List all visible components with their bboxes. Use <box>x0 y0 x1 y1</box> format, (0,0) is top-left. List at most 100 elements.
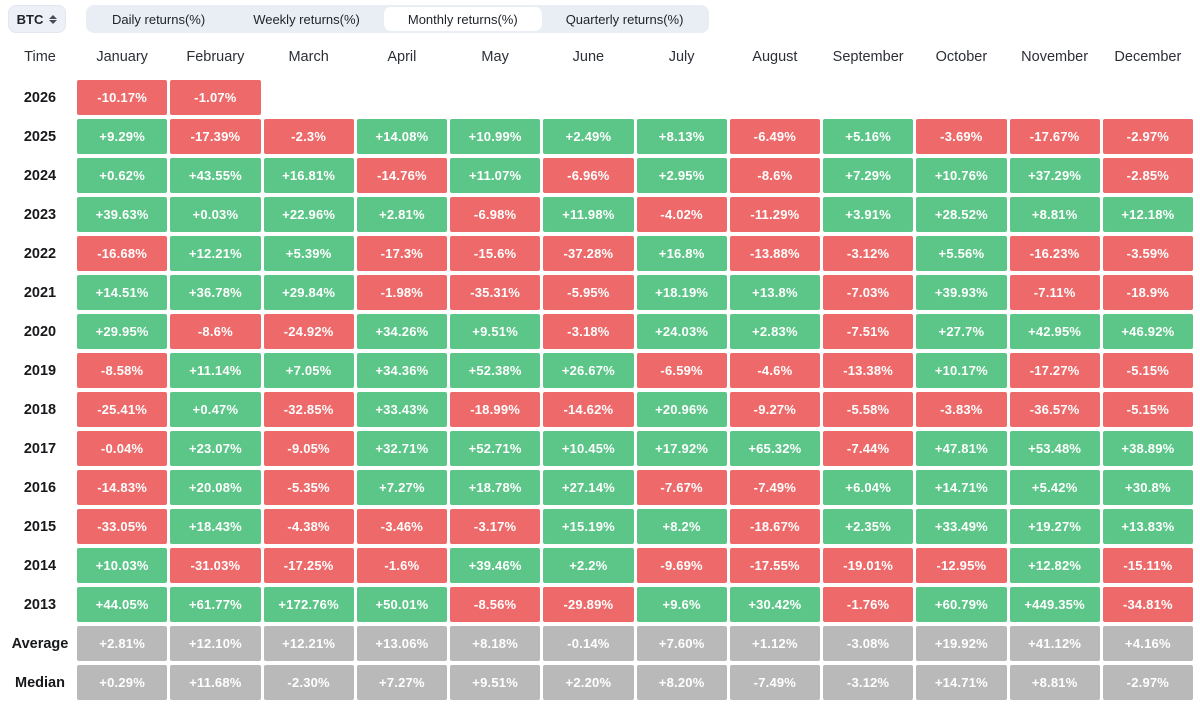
row-label: 2017 <box>23 440 57 457</box>
symbol-select[interactable]: BTC <box>8 5 66 33</box>
return-cell: +39.46% <box>450 548 541 583</box>
return-cell: -7.44% <box>823 431 914 466</box>
return-cell: +18.43% <box>170 509 261 544</box>
return-cell: +22.96% <box>263 197 354 232</box>
return-cell: +2.2% <box>543 548 634 583</box>
return-cell: +53.48% <box>1009 431 1100 466</box>
table-row: 2017 -0.04% +23.07% -9.05% +32.71% +52.71% +10… <box>6 431 1193 466</box>
return-cell: -3.69% <box>916 119 1007 154</box>
return-cell: -4.6% <box>729 353 820 388</box>
return-cell: +9.51% <box>450 665 541 700</box>
symbol-select-value: BTC <box>16 11 44 27</box>
return-cell: +29.95% <box>77 314 168 349</box>
row-label: Average <box>11 635 69 652</box>
return-cell <box>637 80 727 115</box>
return-cell: +32.71% <box>356 431 447 466</box>
return-cell: -8.58% <box>77 353 168 388</box>
month-column-header: March <box>288 49 329 65</box>
table-row: 2019 -8.58% +11.14% +7.05% +34.36% +52.38% +26… <box>6 353 1193 388</box>
return-cell: -17.55% <box>729 548 820 583</box>
return-cell: +13.06% <box>356 626 447 661</box>
return-cell: -1.6% <box>356 548 447 583</box>
return-cell: +27.14% <box>543 470 634 505</box>
return-cell: +47.81% <box>916 431 1007 466</box>
return-cell: +3.91% <box>823 197 914 232</box>
return-cell: +38.89% <box>1102 431 1193 466</box>
return-cell: +42.95% <box>1009 314 1100 349</box>
table-row: 2013 +44.05% +61.77% +172.76% +50.01% -8.56% -… <box>6 587 1193 622</box>
return-cell: -6.49% <box>729 119 820 154</box>
return-cell: +20.08% <box>170 470 261 505</box>
return-cell: +50.01% <box>356 587 447 622</box>
return-cell: +2.81% <box>77 626 168 661</box>
return-cell: +23.07% <box>170 431 261 466</box>
return-cell: -1.07% <box>170 80 261 115</box>
return-cell: +5.16% <box>823 119 914 154</box>
table-row: 2015 -33.05% +18.43% -4.38% -3.46% -3.17% +15.… <box>6 509 1193 544</box>
row-label: 2026 <box>23 89 57 106</box>
toolbar: BTC Daily returns(%) Weekly returns(%) M… <box>0 0 1200 34</box>
return-cell: -9.05% <box>263 431 354 466</box>
return-cell: -8.6% <box>170 314 261 349</box>
return-cell: +12.21% <box>170 236 261 271</box>
return-cell: +7.29% <box>823 158 914 193</box>
return-cell: -17.67% <box>1009 119 1100 154</box>
return-cell: +2.95% <box>636 158 727 193</box>
return-cell: +20.96% <box>636 392 727 427</box>
return-cell: +10.76% <box>916 158 1007 193</box>
return-cell: +9.6% <box>636 587 727 622</box>
tab-weekly-returns[interactable]: Weekly returns(%) <box>253 11 360 27</box>
month-column-header: January <box>96 49 148 65</box>
return-cell: +18.78% <box>450 470 541 505</box>
return-cell: -34.81% <box>1102 587 1193 622</box>
table-row: 2020 +29.95% -8.6% -24.92% +34.26% +9.51% -3.1… <box>6 314 1193 349</box>
select-chevrons-icon <box>49 14 58 24</box>
tab-monthly-returns[interactable]: Monthly returns(%) <box>383 7 542 31</box>
return-cell: +8.2% <box>636 509 727 544</box>
return-cell: -2.3% <box>263 119 354 154</box>
return-cell: -14.62% <box>543 392 634 427</box>
return-cell: -0.14% <box>543 626 634 661</box>
tab-quarterly-returns[interactable]: Quarterly returns(%) <box>565 11 684 27</box>
return-cell: +2.83% <box>729 314 820 349</box>
return-cell: +7.05% <box>263 353 354 388</box>
month-column-header: July <box>668 49 695 65</box>
return-cell: +27.7% <box>916 314 1007 349</box>
return-cell: +52.38% <box>450 353 541 388</box>
return-cell <box>357 80 447 115</box>
return-cell: +52.71% <box>450 431 541 466</box>
return-cell: -11.29% <box>729 197 820 232</box>
return-cell: -2.30% <box>263 665 354 700</box>
return-cell: -18.99% <box>450 392 541 427</box>
return-cell: +14.51% <box>77 275 168 310</box>
month-column-header: April <box>387 49 417 65</box>
row-label: 2024 <box>23 167 57 184</box>
row-label: Median <box>15 674 65 691</box>
return-cell: +14.08% <box>356 119 447 154</box>
month-column-header: December <box>1114 49 1182 65</box>
return-cell: +11.68% <box>170 665 261 700</box>
return-cell: +14.71% <box>916 665 1007 700</box>
return-cell: +43.55% <box>170 158 261 193</box>
return-cell <box>823 80 913 115</box>
return-cell: +9.51% <box>450 314 541 349</box>
month-column-header: November <box>1021 49 1089 65</box>
return-cell: +11.98% <box>543 197 634 232</box>
return-cell: +10.99% <box>450 119 541 154</box>
row-label: 2021 <box>23 284 57 301</box>
return-cell <box>264 80 354 115</box>
return-cell: +5.39% <box>263 236 354 271</box>
return-cell: +19.92% <box>916 626 1007 661</box>
tab-daily-returns[interactable]: Daily returns(%) <box>112 11 206 27</box>
return-cell: +5.42% <box>1009 470 1100 505</box>
return-cell: -3.18% <box>543 314 634 349</box>
return-cell: +60.79% <box>916 587 1007 622</box>
return-cell: +28.52% <box>916 197 1007 232</box>
return-cell: +8.81% <box>1009 665 1100 700</box>
return-cell: -4.38% <box>263 509 354 544</box>
return-cell: -13.38% <box>823 353 914 388</box>
return-cell: +8.18% <box>450 626 541 661</box>
return-cell: +16.8% <box>636 236 727 271</box>
return-cell <box>1103 80 1193 115</box>
return-cell: +46.92% <box>1102 314 1193 349</box>
